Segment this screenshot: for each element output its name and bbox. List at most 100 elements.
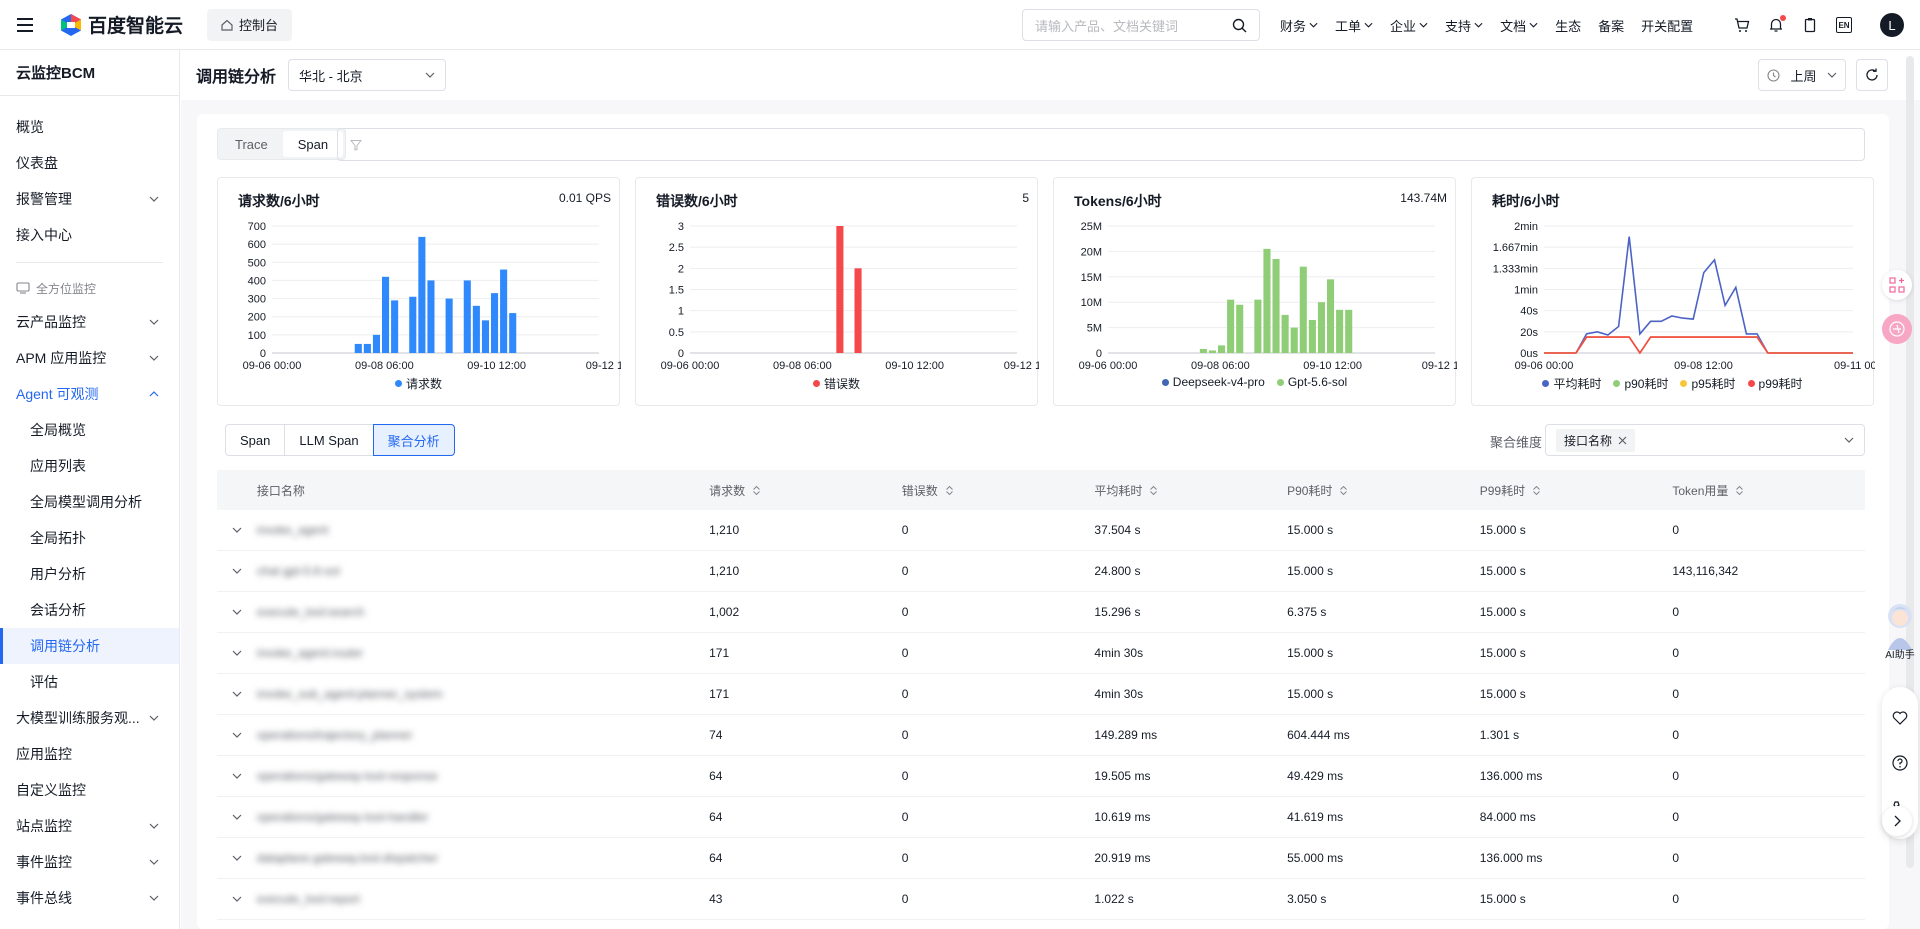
sidebar-subitem[interactable]: 用户分析: [0, 556, 179, 592]
view-tab[interactable]: Span: [225, 424, 286, 456]
expand-toggle[interactable]: [217, 527, 257, 533]
legend-item[interactable]: 平均耗时: [1542, 375, 1601, 392]
sidebar-subitem[interactable]: 会话分析: [0, 592, 179, 628]
sidebar-item[interactable]: 事件监控: [0, 844, 179, 880]
table-row[interactable]: invoke_agent:router 171 0 4min 30s 15.000 s 1…: [217, 633, 1865, 674]
top-nav-item[interactable]: 财务: [1280, 16, 1318, 35]
sidebar-subitem[interactable]: 应用列表: [0, 448, 179, 484]
table-row[interactable]: operations/gateway-tool-handler 64 0 10.619…: [217, 797, 1865, 838]
tab-trace[interactable]: Trace: [235, 136, 268, 152]
sort-icon[interactable]: [1533, 485, 1540, 495]
table-row[interactable]: execute_tool:search 1,002 0 15.296 s 6.375 s…: [217, 592, 1865, 633]
view-tab[interactable]: 聚合分析: [372, 424, 455, 456]
sidebar-item[interactable]: APM 应用监控: [0, 340, 179, 376]
table-row[interactable]: invoke_sub_agent:planner_system 171 0 4min …: [217, 674, 1865, 715]
time-range-select[interactable]: 上周: [1758, 59, 1846, 91]
sort-icon[interactable]: [753, 485, 760, 495]
top-nav-item[interactable]: 工单: [1335, 16, 1373, 35]
column-header[interactable]: 平均耗时: [1094, 482, 1287, 499]
top-nav-item[interactable]: 支持: [1445, 16, 1483, 35]
sidebar-item[interactable]: 概览: [0, 109, 179, 145]
legend-item[interactable]: Gpt-5.6-sol: [1276, 375, 1347, 389]
expand-toggle[interactable]: [217, 609, 257, 615]
expand-toggle[interactable]: [217, 896, 257, 902]
legend-item[interactable]: 请求数: [394, 375, 442, 392]
column-header[interactable]: Token用量: [1672, 482, 1865, 499]
legend-item[interactable]: Deepseek-v4-pro: [1161, 375, 1265, 389]
table-row[interactable]: invoke_agent 1,210 0 37.504 s 15.000 s 15.000…: [217, 510, 1865, 551]
expand-toggle[interactable]: [217, 691, 257, 697]
region-select[interactable]: 华北 - 北京: [288, 59, 447, 91]
clock-icon: [1767, 68, 1780, 82]
top-nav-item[interactable]: 开关配置: [1641, 16, 1693, 35]
sort-icon[interactable]: [1340, 485, 1348, 495]
filter-input[interactable]: [337, 128, 1865, 161]
heart-icon[interactable]: [1892, 710, 1908, 726]
column-header[interactable]: 错误数: [902, 482, 1095, 499]
search-input[interactable]: 请输入产品、文档关键词: [1022, 9, 1260, 41]
top-nav-item[interactable]: 生态: [1555, 16, 1581, 35]
sidebar-subitem[interactable]: 调用链分析: [0, 628, 179, 664]
table-row[interactable]: execute_tool:report 43 0 1.022 s 3.050 s 15.0…: [217, 879, 1865, 920]
ai-helper[interactable]: AI助手: [1880, 600, 1920, 670]
top-nav-item[interactable]: 企业: [1390, 16, 1428, 35]
column-header[interactable]: P90耗时: [1287, 482, 1480, 499]
tab-span[interactable]: Span: [282, 131, 344, 157]
cart-icon[interactable]: [1734, 17, 1750, 33]
column-header[interactable]: 请求数: [709, 482, 902, 499]
grid-add-button[interactable]: [1882, 270, 1912, 300]
help-icon[interactable]: [1892, 755, 1908, 771]
table-row[interactable]: operations/trajectory_planner 74 0 149.289 …: [217, 715, 1865, 756]
console-button[interactable]: 控制台: [207, 8, 293, 41]
sidebar-item[interactable]: Agent 可观测: [0, 376, 179, 412]
sort-icon[interactable]: [945, 485, 953, 495]
expand-toggle[interactable]: [217, 814, 257, 820]
sidebar-item[interactable]: 接入中心: [0, 217, 179, 253]
sort-icon[interactable]: [1150, 485, 1158, 495]
expand-toggle[interactable]: [217, 855, 257, 861]
collapse-button[interactable]: [1882, 806, 1912, 836]
column-header[interactable]: P99耗时: [1480, 482, 1673, 499]
sidebar-item[interactable]: 报警管理: [0, 181, 179, 217]
top-nav-item[interactable]: 文档: [1500, 16, 1538, 35]
table-row[interactable]: dataplane.gateway.tool.dispatcher 64 0 20.9…: [217, 838, 1865, 879]
hamburger-menu-icon[interactable]: [0, 0, 50, 50]
sidebar-item[interactable]: 应用监控: [0, 736, 179, 772]
clipboard-icon[interactable]: [1802, 17, 1818, 33]
sort-icon[interactable]: [1736, 485, 1744, 495]
sidebar-subitem[interactable]: 评估: [0, 664, 179, 700]
language-switch[interactable]: EN: [1836, 17, 1852, 33]
close-icon[interactable]: [1618, 436, 1627, 445]
scrollbar[interactable]: [1906, 56, 1914, 868]
top-nav-item[interactable]: 备案: [1598, 16, 1624, 35]
view-tab[interactable]: LLM Span: [284, 424, 374, 456]
table-row[interactable]: operations/gateway-tool-response 64 0 19.50…: [217, 756, 1865, 797]
expand-toggle[interactable]: [217, 732, 257, 738]
notification-bell[interactable]: [1768, 15, 1786, 33]
expand-toggle[interactable]: [217, 650, 257, 656]
legend-item[interactable]: p90耗时: [1613, 375, 1668, 392]
table-row[interactable]: chat gpt-5.6-sol 1,210 0 24.800 s 15.000 s 15…: [217, 551, 1865, 592]
brand-logo[interactable]: 百度智能云: [60, 11, 183, 38]
interface-name-cell: invoke_agent: [257, 523, 709, 537]
sidebar-subitem[interactable]: 全局模型调用分析: [0, 484, 179, 520]
refresh-button[interactable]: [1856, 59, 1888, 91]
translate-button[interactable]: [1882, 314, 1912, 344]
sidebar-item[interactable]: 自定义监控: [0, 772, 179, 808]
legend-item[interactable]: p95耗时: [1680, 375, 1736, 392]
search-icon[interactable]: [1232, 18, 1247, 33]
sidebar-subitem[interactable]: 全局拓扑: [0, 520, 179, 556]
sidebar-item[interactable]: 云产品监控: [0, 304, 179, 340]
sidebar-subitem[interactable]: 全局概览: [0, 412, 179, 448]
expand-toggle[interactable]: [217, 568, 257, 574]
legend-item[interactable]: p99耗时: [1747, 375, 1803, 392]
user-avatar[interactable]: L: [1880, 13, 1904, 37]
sidebar-item[interactable]: 站点监控: [0, 808, 179, 844]
bell-icon[interactable]: [1768, 17, 1784, 33]
sidebar-item[interactable]: 大模型训练服务观...: [0, 700, 179, 736]
sidebar-item[interactable]: 事件总线: [0, 880, 179, 916]
expand-toggle[interactable]: [217, 773, 257, 779]
sidebar-item[interactable]: 仪表盘: [0, 145, 179, 181]
dimension-select[interactable]: 接口名称: [1545, 424, 1865, 456]
legend-item[interactable]: 错误数: [812, 375, 860, 392]
